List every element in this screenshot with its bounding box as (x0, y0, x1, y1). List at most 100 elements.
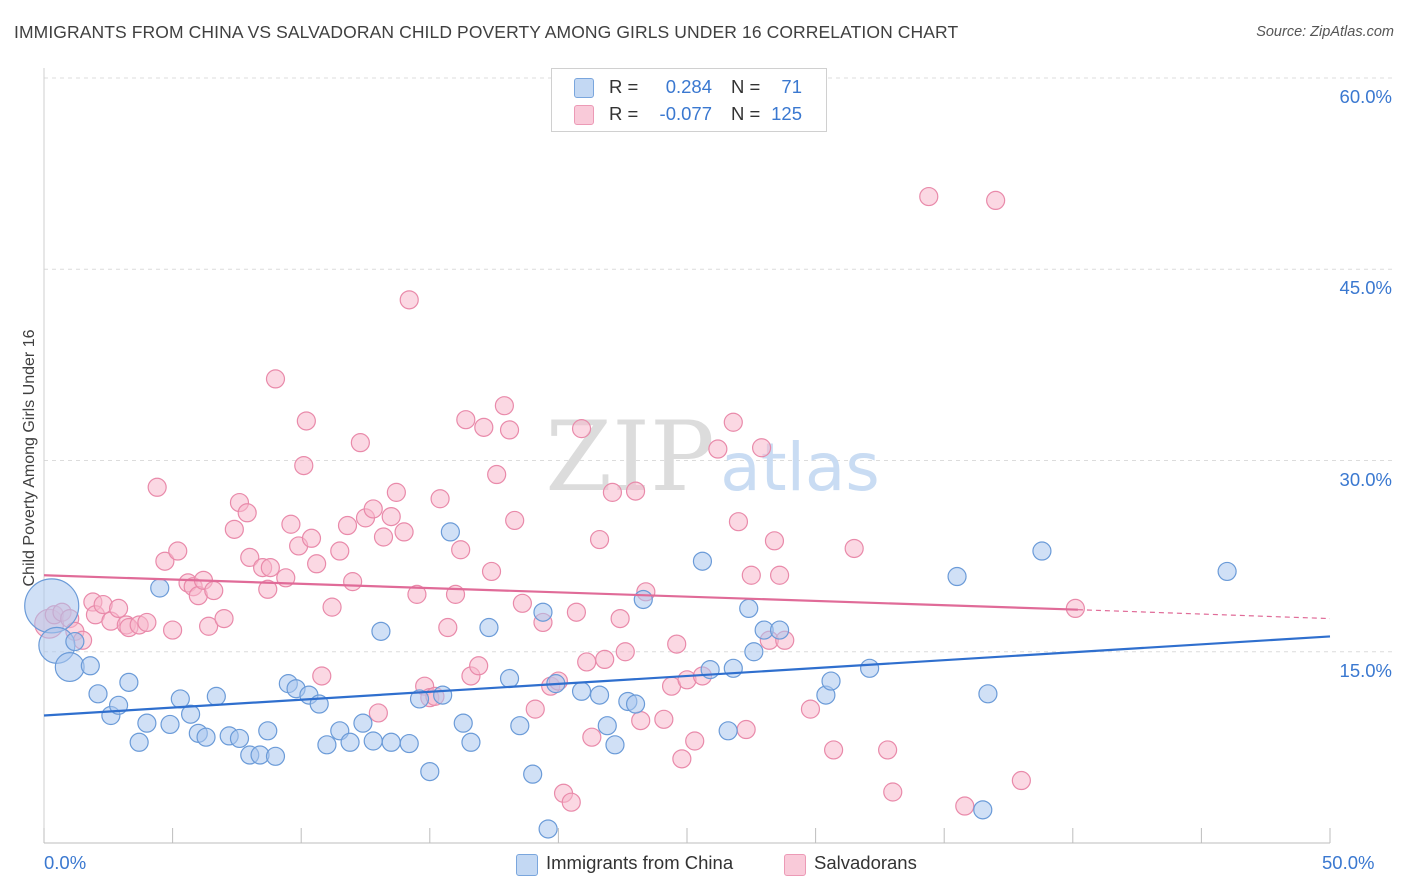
data-point (237, 503, 257, 523)
data-point (155, 551, 175, 571)
data-point (196, 727, 216, 747)
data-point (625, 694, 646, 714)
data-point (499, 420, 520, 440)
legend-swatch-salvadorans (784, 854, 806, 876)
data-point (433, 685, 453, 705)
data-point (1032, 541, 1052, 561)
data-point (751, 438, 772, 458)
data-point (878, 740, 898, 760)
data-point (108, 598, 129, 619)
data-point (474, 417, 494, 437)
data-point (654, 709, 674, 729)
data-point (566, 602, 587, 622)
data-point (499, 668, 520, 689)
data-point (160, 714, 180, 735)
trendline-salvadorans (43, 574, 1078, 611)
axes (43, 68, 1331, 844)
data-point (718, 721, 738, 741)
data-point (625, 481, 646, 501)
data-point (955, 796, 975, 816)
data-point (728, 512, 749, 532)
data-point (265, 369, 286, 389)
data-point (525, 699, 545, 719)
data-point (88, 684, 108, 704)
trendline-salvadorans-extension (1077, 609, 1331, 620)
data-point (137, 713, 157, 733)
data-point (978, 684, 998, 704)
data-point (312, 666, 332, 686)
legend-r-label: R = (609, 103, 639, 124)
data-point (260, 557, 280, 578)
data-point (821, 671, 841, 691)
data-point (685, 731, 705, 751)
data-point (919, 186, 939, 207)
data-point (371, 621, 391, 641)
data-point (54, 652, 85, 683)
y-tick-label: 30.0% (1339, 468, 1392, 490)
data-point (451, 540, 471, 560)
data-point (407, 584, 427, 604)
data-point (119, 672, 139, 692)
data-point (281, 514, 301, 534)
data-point (708, 439, 728, 459)
legend-swatch-china (516, 854, 538, 876)
data-point (440, 522, 460, 542)
data-point (533, 602, 553, 622)
data-point (147, 477, 167, 497)
data-point (294, 456, 314, 476)
data-point (744, 642, 764, 662)
data-point (317, 735, 337, 755)
data-point (589, 529, 610, 550)
data-point (571, 681, 592, 701)
data-point (363, 731, 383, 751)
data-point (512, 593, 532, 613)
series-immigrants-from-china (24, 522, 1237, 839)
data-point (602, 482, 623, 502)
data-point (883, 782, 903, 802)
data-point (307, 554, 327, 574)
data-point (181, 704, 201, 724)
data-point (381, 732, 401, 752)
data-point (1217, 561, 1237, 582)
data-point (340, 732, 360, 752)
data-point (363, 499, 383, 519)
data-point (610, 608, 630, 629)
data-point (692, 551, 713, 571)
data-point (973, 800, 993, 820)
data-point (947, 566, 967, 587)
data-point (204, 580, 224, 601)
data-point (510, 716, 530, 736)
data-point (461, 732, 481, 752)
data-point (322, 597, 342, 617)
legend-n-value: 125 (771, 103, 802, 124)
data-point (409, 689, 430, 709)
data-point (824, 740, 844, 760)
legend-n-label: N = (731, 76, 761, 97)
data-point (343, 572, 363, 592)
data-point (301, 528, 322, 548)
y-tick-label: 45.0% (1339, 277, 1392, 299)
data-point (494, 396, 514, 416)
legend-swatch-china (574, 78, 594, 98)
data-point (741, 565, 761, 585)
data-point (206, 686, 226, 706)
data-point (769, 620, 790, 640)
data-point (571, 419, 592, 439)
data-point (582, 727, 602, 747)
data-point (80, 656, 100, 676)
y-tick-label: 60.0% (1339, 86, 1392, 107)
legend-label-salvadorans: Salvadorans (814, 852, 917, 873)
legend-r-value: -0.077 (659, 103, 712, 124)
data-point (399, 733, 419, 754)
x-tick-label-max: 50.0% (1322, 852, 1375, 873)
data-point (736, 719, 756, 740)
data-point (163, 620, 183, 640)
data-point (229, 728, 250, 749)
data-point (258, 721, 278, 741)
data-point (523, 764, 543, 784)
data-point (615, 642, 635, 662)
legend-row-china: R = 0.284 N = 71 (552, 74, 826, 100)
data-point (456, 410, 476, 430)
data-point (589, 685, 610, 705)
